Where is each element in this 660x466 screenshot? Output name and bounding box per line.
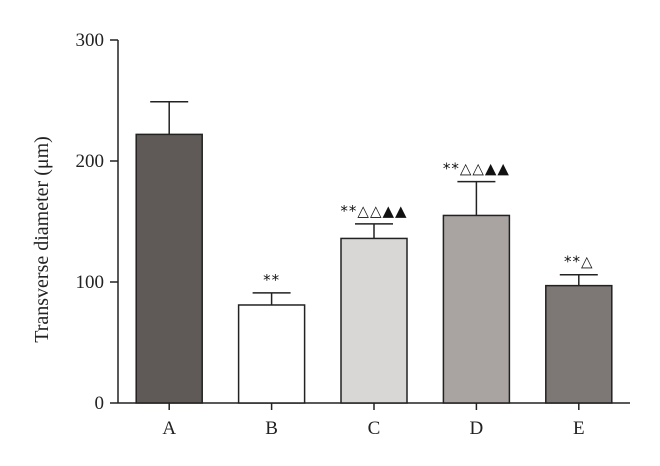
bar-C: [340, 237, 408, 404]
bar-group-C: **△△▲▲: [340, 202, 408, 404]
significance-label: **: [263, 271, 280, 289]
bar-B: [237, 304, 306, 404]
bar-group-B: **: [237, 271, 306, 404]
x-tick-label: D: [470, 418, 484, 439]
y-axis-label: Transverse diameter (μm): [31, 136, 53, 343]
bar-group-E: **△: [545, 253, 613, 404]
x-tick-label: A: [162, 418, 176, 439]
bar-group-A: [135, 100, 203, 404]
significance-label: **△△▲▲: [340, 202, 407, 220]
bar-A: [135, 133, 203, 404]
significance-label: **△: [564, 253, 594, 271]
y-tick-label: 100: [76, 272, 105, 293]
bars: ** **△△▲▲ **△△▲▲ **△: [135, 100, 613, 404]
y-tick-label: 300: [76, 30, 105, 51]
bar-group-D: **△△▲▲: [442, 160, 511, 404]
bar-D: [442, 214, 511, 404]
bar-E: [545, 284, 613, 404]
y-tick-label: 200: [76, 151, 105, 172]
y-ticks: 0 100 200 300: [76, 30, 118, 414]
significance-label: **△△▲▲: [443, 160, 510, 178]
x-tick-label: B: [265, 418, 278, 439]
x-ticks: A B C D E: [162, 403, 585, 439]
y-tick-label: 0: [95, 393, 105, 414]
x-tick-label: C: [368, 418, 381, 439]
x-tick-label: E: [573, 418, 585, 439]
